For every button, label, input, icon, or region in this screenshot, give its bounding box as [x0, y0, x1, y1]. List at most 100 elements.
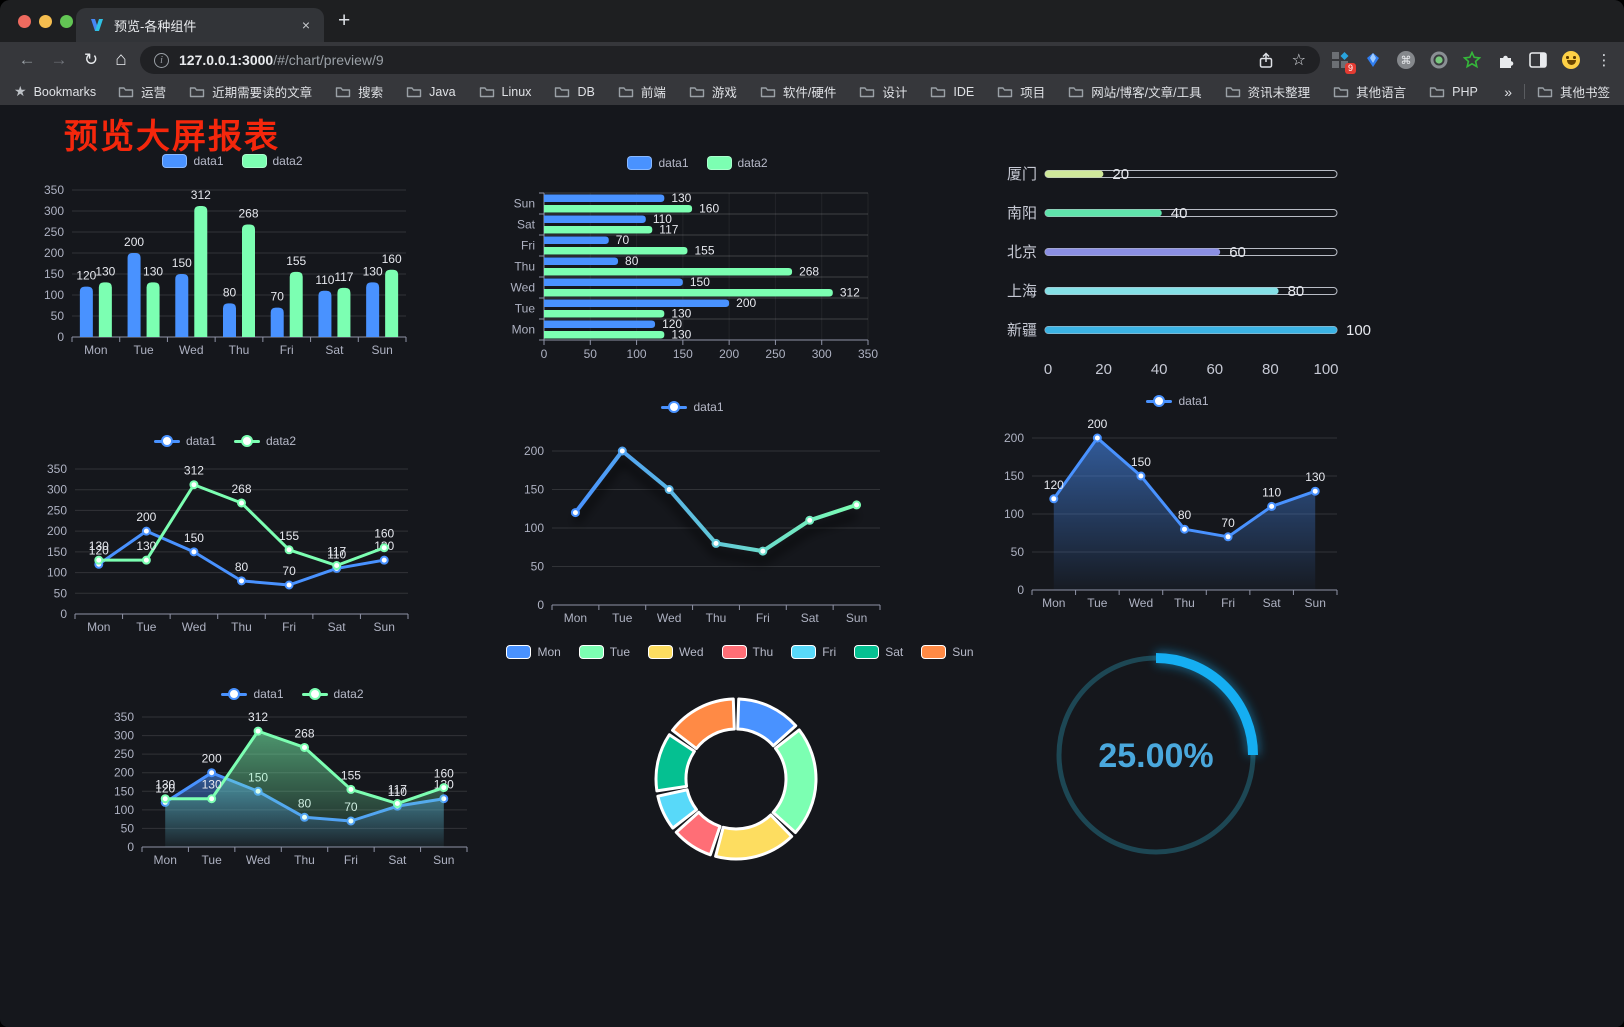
- reload-button[interactable]: ↻: [83, 50, 99, 69]
- data-point: [852, 500, 862, 510]
- minimize-window-button[interactable]: [39, 15, 52, 28]
- bookmark-folder[interactable]: 资讯未整理: [1225, 82, 1310, 101]
- grid-icon: [1332, 52, 1349, 68]
- bar: [544, 247, 688, 255]
- url-text[interactable]: 127.0.0.1:3000/#/chart/preview/9: [179, 52, 1258, 68]
- bookmarks-overflow-chevron[interactable]: »: [1504, 83, 1512, 100]
- legend-swatch: [721, 645, 747, 659]
- bookmark-folder[interactable]: 网站/博客/文章/工具: [1068, 82, 1202, 101]
- svg-text:100: 100: [114, 803, 134, 817]
- extension-cmd-icon[interactable]: ⌘: [1396, 50, 1416, 70]
- bookmarks-manager[interactable]: ★ Bookmarks: [14, 83, 96, 100]
- svg-text:130: 130: [95, 264, 115, 278]
- bookmark-folder[interactable]: 项目: [997, 82, 1045, 101]
- svg-text:110: 110: [388, 785, 407, 799]
- bookmark-folder[interactable]: 搜索: [335, 82, 383, 101]
- tab-close-icon[interactable]: ×: [301, 17, 310, 33]
- chart-legend: data1 data2: [30, 434, 420, 448]
- svg-text:300: 300: [47, 483, 67, 497]
- legend-item[interactable]: Fri: [791, 645, 836, 659]
- other-bookmarks-folder[interactable]: 其他书签: [1537, 82, 1610, 101]
- bar: [544, 194, 665, 202]
- legend-swatch: [162, 154, 188, 168]
- bookmark-folder[interactable]: 其他语言: [1333, 82, 1406, 101]
- legend-item[interactable]: data1: [1146, 394, 1209, 408]
- bar: [366, 282, 380, 337]
- legend-marker: [153, 435, 180, 447]
- bookmark-folder[interactable]: DB: [554, 85, 595, 99]
- svg-text:110: 110: [327, 547, 346, 561]
- legend-item[interactable]: Thu: [721, 645, 773, 659]
- legend-item[interactable]: Sun: [921, 645, 974, 659]
- svg-text:130: 130: [143, 264, 163, 278]
- svg-text:Fri: Fri: [344, 853, 358, 867]
- sidebar-toggle-icon[interactable]: [1528, 50, 1548, 70]
- svg-text:70: 70: [1221, 516, 1235, 530]
- legend-item[interactable]: data1: [627, 156, 689, 170]
- svg-text:100: 100: [627, 347, 647, 361]
- legend-marker: [1146, 395, 1173, 407]
- bookmark-folder[interactable]: Linux: [479, 85, 531, 99]
- legend-item[interactable]: Wed: [648, 645, 704, 659]
- legend-item[interactable]: data1: [162, 154, 224, 168]
- legend-item[interactable]: Tue: [578, 645, 630, 659]
- bookmark-folder[interactable]: 前端: [618, 82, 666, 101]
- chart-line-gradient: data1 0 50 100 150 200 Mon Tue Wed Thu Fri Sat Sun: [490, 396, 895, 631]
- legend-item[interactable]: Sat: [854, 645, 903, 659]
- svg-text:155: 155: [341, 768, 361, 782]
- extensions-puzzle-icon[interactable]: [1495, 50, 1515, 70]
- legend-item[interactable]: data2: [241, 154, 303, 168]
- row-label: 南阳: [1007, 205, 1037, 222]
- new-tab-button[interactable]: +: [338, 9, 351, 32]
- address-bar[interactable]: i 127.0.0.1:3000/#/chart/preview/9 ☆: [140, 46, 1320, 74]
- forward-button[interactable]: →: [50, 50, 68, 69]
- legend-item[interactable]: data1: [153, 434, 216, 448]
- site-info-icon[interactable]: i: [154, 52, 169, 68]
- row-label: 厦门: [1007, 166, 1037, 183]
- bookmark-folder[interactable]: Java: [406, 85, 456, 99]
- bookmark-folder[interactable]: 游戏: [689, 82, 737, 101]
- browser-menu-icon[interactable]: ⋮: [1596, 52, 1612, 69]
- bookmark-folder[interactable]: 近期需要读的文章: [189, 82, 312, 101]
- svg-text:Sat: Sat: [388, 853, 407, 867]
- legend-item[interactable]: data2: [301, 687, 364, 701]
- extension-tampermonkey-icon[interactable]: [1462, 50, 1482, 70]
- extension-vue-icon[interactable]: [1363, 50, 1383, 70]
- legend-item[interactable]: data1: [661, 400, 724, 414]
- svg-text:Thu: Thu: [231, 620, 252, 634]
- svg-text:Sun: Sun: [374, 620, 395, 634]
- browser-tab[interactable]: 预览-各种组件 ×: [76, 8, 324, 42]
- progress-fill: [1045, 248, 1221, 256]
- emoji-extension-icon[interactable]: [1561, 50, 1581, 70]
- legend-item[interactable]: data2: [706, 156, 768, 170]
- bookmark-folder[interactable]: 运营: [118, 82, 166, 101]
- maximize-window-button[interactable]: [60, 15, 73, 28]
- svg-text:Mon: Mon: [84, 343, 107, 357]
- svg-text:155: 155: [279, 529, 299, 543]
- pie-slice: [656, 788, 699, 830]
- legend-marker: [234, 435, 260, 447]
- extension-grid-icon[interactable]: 9: [1330, 50, 1356, 74]
- bar: [270, 307, 284, 337]
- back-button[interactable]: ←: [18, 50, 36, 69]
- legend-item[interactable]: data1: [221, 687, 284, 701]
- bookmark-folder[interactable]: 设计: [859, 82, 907, 101]
- bookmark-folder[interactable]: IDE: [930, 85, 974, 99]
- svg-text:160: 160: [374, 527, 394, 541]
- legend-swatch: [854, 645, 880, 659]
- area-fill: [1053, 438, 1316, 590]
- svg-text:250: 250: [765, 347, 785, 361]
- svg-text:Tue: Tue: [136, 620, 157, 634]
- legend-item[interactable]: Mon: [506, 645, 561, 659]
- folder-icon: [189, 87, 205, 98]
- close-window-button[interactable]: [18, 15, 31, 28]
- data-point: [1310, 486, 1320, 496]
- extension-recorder-icon[interactable]: [1429, 50, 1449, 70]
- bookmark-folder[interactable]: PHP: [1429, 85, 1478, 99]
- bookmark-star-icon[interactable]: ☆: [1291, 52, 1306, 69]
- legend-item[interactable]: data2: [234, 434, 296, 448]
- bookmark-folder[interactable]: 软件/硬件: [760, 82, 836, 101]
- home-button[interactable]: ⌂: [115, 49, 127, 70]
- chart-canvas: 厦门 20 南阳 40 北京 60 上海 80 新疆 100 0 20 40 60 80 100: [1007, 166, 1371, 378]
- share-icon[interactable]: [1258, 51, 1274, 69]
